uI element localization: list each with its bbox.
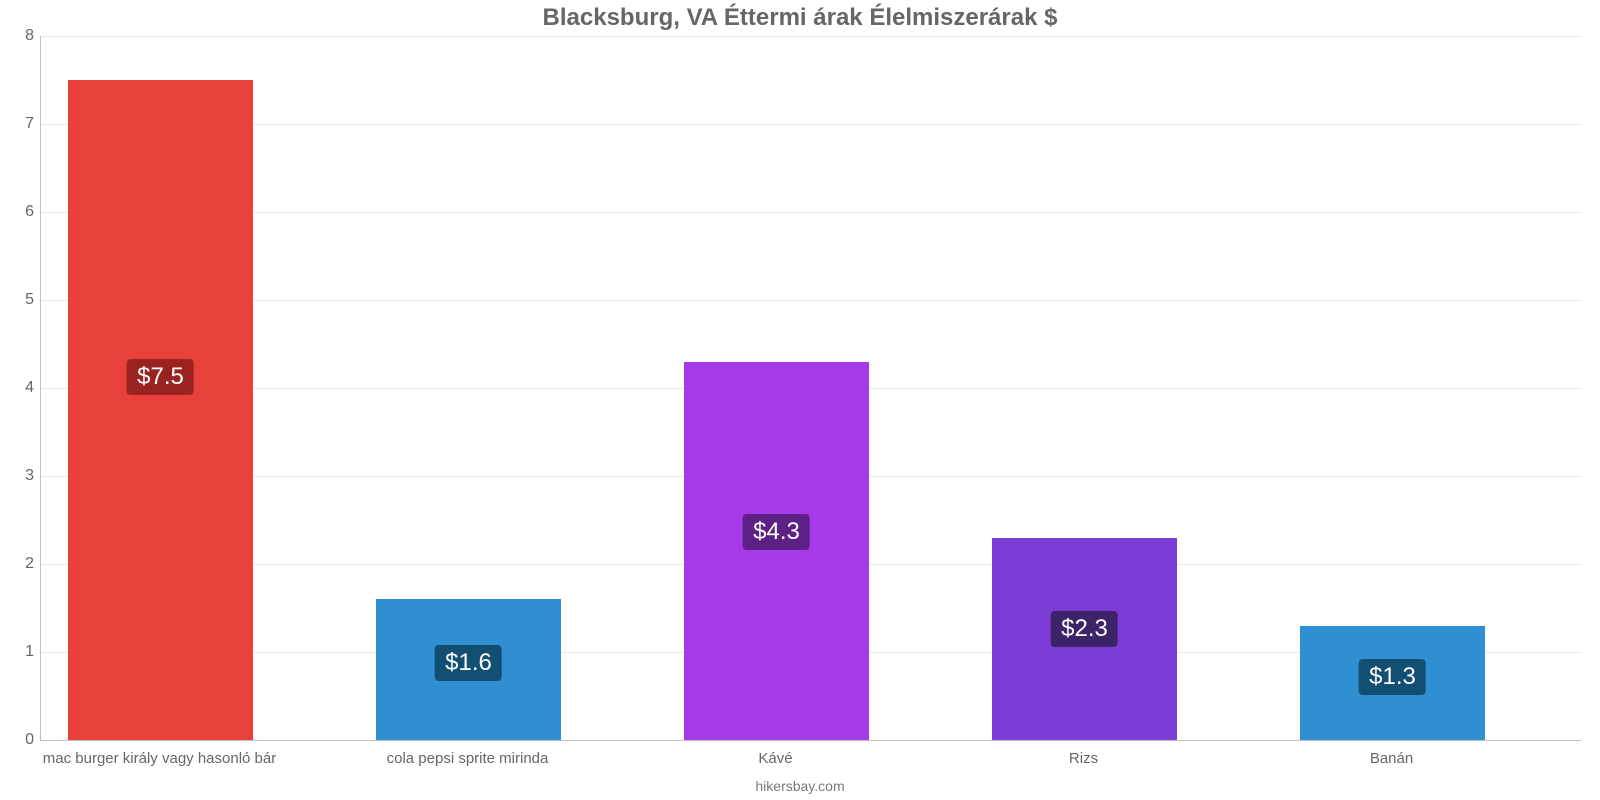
bar: $1.6 bbox=[376, 599, 561, 740]
gridline bbox=[41, 212, 1581, 213]
y-axis-tick-label: 6 bbox=[4, 203, 34, 221]
bar-value-badge: $1.6 bbox=[435, 645, 502, 681]
bar: $1.3 bbox=[1300, 626, 1485, 740]
gridline bbox=[41, 36, 1581, 37]
bar: $2.3 bbox=[992, 538, 1177, 740]
bar-value-badge: $1.3 bbox=[1359, 659, 1426, 695]
gridline bbox=[41, 300, 1581, 301]
y-axis-tick-label: 0 bbox=[4, 731, 34, 749]
chart-title: Blacksburg, VA Éttermi árak Élelmiszerár… bbox=[0, 4, 1600, 32]
y-axis-tick-label: 4 bbox=[4, 379, 34, 397]
y-axis-tick-label: 1 bbox=[4, 643, 34, 661]
y-axis-tick-label: 7 bbox=[4, 115, 34, 133]
bar-value-badge: $7.5 bbox=[127, 359, 194, 395]
x-axis-tick-label: cola pepsi sprite mirinda bbox=[387, 750, 549, 767]
bar-value-badge: $2.3 bbox=[1051, 611, 1118, 647]
y-axis-tick-label: 8 bbox=[4, 27, 34, 45]
y-axis-tick-label: 2 bbox=[4, 555, 34, 573]
chart-credit: hikersbay.com bbox=[0, 778, 1600, 794]
bar: $7.5 bbox=[68, 80, 253, 740]
gridline bbox=[41, 124, 1581, 125]
x-axis-tick-label: Rizs bbox=[1069, 750, 1098, 767]
y-axis-tick-label: 3 bbox=[4, 467, 34, 485]
x-axis-tick-label: mac burger király vagy hasonló bár bbox=[43, 750, 276, 767]
bar: $4.3 bbox=[684, 362, 869, 740]
x-axis-tick-label: Kávé bbox=[758, 750, 792, 767]
y-axis-tick-label: 5 bbox=[4, 291, 34, 309]
bar-value-badge: $4.3 bbox=[743, 514, 810, 550]
x-axis-tick-label: Banán bbox=[1370, 750, 1413, 767]
plot-area: $7.5 $1.6 $4.3 $2.3 $1.3 bbox=[40, 36, 1581, 741]
chart-container: Blacksburg, VA Éttermi árak Élelmiszerár… bbox=[0, 0, 1600, 800]
